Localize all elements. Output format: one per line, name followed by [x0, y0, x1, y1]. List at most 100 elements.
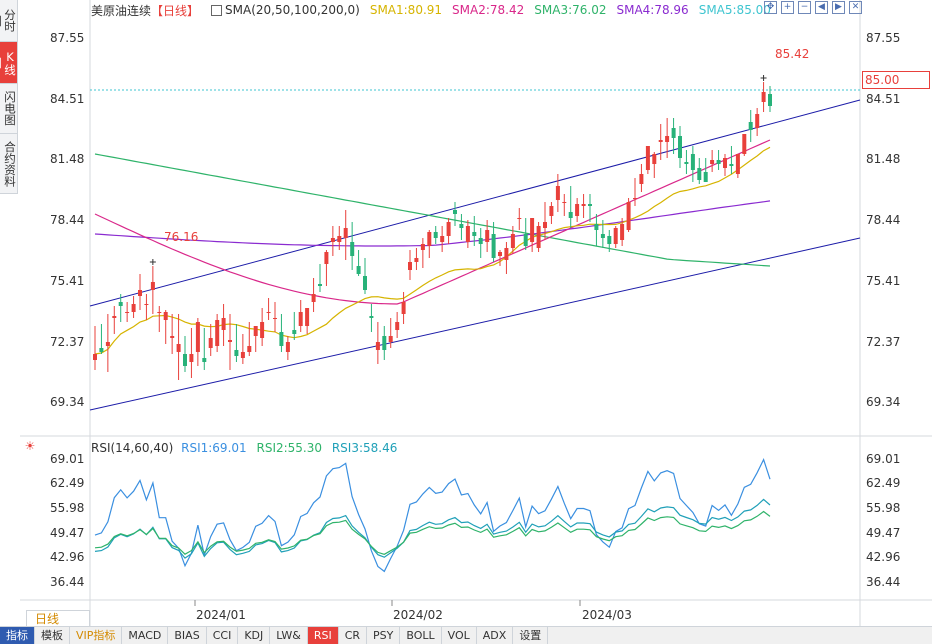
price-tick-label: 81.48 — [50, 152, 85, 167]
sma3-label: SMA3:76.02 — [534, 3, 607, 17]
instrument-name: 美原油连续 — [91, 3, 152, 18]
price-tick-label: 78.44 — [866, 213, 901, 228]
candle-body — [93, 354, 97, 360]
candle-body — [504, 248, 509, 260]
candle-body — [446, 222, 451, 236]
candle-body — [581, 204, 586, 206]
candle-body — [240, 352, 245, 358]
rsi-tick-label: 55.98 — [50, 500, 85, 515]
candle-body — [543, 222, 547, 228]
date-label: 2024/01 — [196, 608, 246, 622]
rsi-tick-label: 42.96 — [866, 550, 901, 565]
rsi1-line — [94, 458, 771, 573]
rsi2-line — [94, 510, 771, 555]
side-tab-kline[interactable]: K线图 — [0, 42, 18, 84]
candle-body — [427, 232, 432, 246]
sma-label[interactable]: SMA(20,50,100,200,0) — [225, 3, 360, 17]
indicator-tab-6[interactable]: KDJ — [238, 627, 271, 644]
indicator-tab-3[interactable]: MACD — [122, 627, 169, 644]
indicator-tab-7[interactable]: LW& — [270, 627, 308, 644]
candle-body — [440, 236, 445, 242]
sma2-label: SMA2:78.42 — [452, 3, 525, 17]
candle-body — [684, 162, 689, 164]
candle-body — [549, 206, 554, 216]
candle-body — [163, 312, 168, 320]
rsi2-label: RSI2:55.30 — [256, 441, 323, 455]
side-tab-timeshare[interactable]: 分时图 — [0, 0, 18, 42]
candle-body — [710, 160, 715, 164]
candle-body — [292, 330, 297, 334]
rsi-tick-label: 69.01 — [50, 451, 85, 466]
candle-body — [215, 320, 220, 346]
sma-settings-icon[interactable] — [211, 4, 223, 16]
chart-toolbar: ✥ + − ◀ ▶ ✕ — [764, 1, 862, 14]
rsi-legend: RSI(14,60,40) RSI1:69.01 RSI2:55.30 RSI3… — [91, 441, 397, 455]
indicator-tab-5[interactable]: CCI — [207, 627, 239, 644]
scroll-right-icon[interactable]: ▶ — [832, 1, 845, 14]
candle-body — [414, 258, 419, 262]
rsi-label[interactable]: RSI(14,60,40) — [91, 441, 174, 455]
candle-body — [401, 302, 406, 314]
candle-body — [536, 226, 541, 248]
candle-body — [671, 128, 676, 138]
rsi-tick-label: 49.47 — [866, 525, 901, 540]
candle-body — [150, 282, 155, 290]
indicator-tab-1[interactable]: 模板 — [35, 627, 70, 644]
rsi-tick-label: 36.44 — [866, 574, 901, 589]
crosshair-icon[interactable]: ✥ — [764, 1, 777, 14]
candle-body — [195, 322, 200, 352]
candle-body — [498, 252, 502, 256]
indicator-tab-2[interactable]: VIP指标 — [70, 627, 123, 644]
candle-body — [369, 316, 374, 318]
indicator-tab-0[interactable]: 指标 — [0, 627, 35, 644]
candle-body — [350, 242, 355, 256]
candle-body — [633, 198, 637, 199]
indicator-tab-10[interactable]: PSY — [367, 627, 401, 644]
candle-body — [138, 290, 142, 296]
scroll-left-icon[interactable]: ◀ — [815, 1, 828, 14]
candle-body — [748, 122, 753, 130]
candle-body — [716, 160, 721, 164]
price-tick-label: 75.41 — [50, 273, 85, 288]
candle-body — [620, 224, 625, 240]
candle-body — [330, 238, 335, 242]
side-tabs: 分时图 K线图 闪电图 合约资料 — [0, 0, 19, 220]
zoom-in-icon[interactable]: + — [781, 1, 794, 14]
candle-body — [337, 236, 342, 242]
side-tab-contract-info[interactable]: 合约资料 — [0, 134, 18, 194]
side-tab-flash[interactable]: 闪电图 — [0, 84, 18, 134]
close-icon[interactable]: ✕ — [849, 1, 862, 14]
rsi-tick-label: 69.01 — [866, 451, 901, 466]
rsi-tick-label: 36.44 — [50, 574, 85, 589]
candle-body — [395, 322, 400, 330]
candle-body — [607, 236, 612, 244]
candle-body — [343, 228, 348, 238]
candle-body — [382, 336, 387, 350]
candle-body — [279, 332, 284, 346]
candle-body — [742, 134, 747, 154]
sma4-line — [94, 200, 771, 247]
indicator-tab-4[interactable]: BIAS — [168, 627, 207, 644]
candle-body — [176, 344, 181, 352]
indicator-tab-14[interactable]: 设置 — [513, 627, 549, 644]
candle-body — [183, 354, 187, 366]
candle-body — [157, 312, 162, 313]
period-tab-daily[interactable]: 日线 — [26, 610, 90, 627]
chart-legend: 美原油连续 【日线】 SMA(20,50,100,200,0) SMA1:80.… — [91, 2, 781, 18]
candle-body — [626, 202, 631, 230]
candle-body — [105, 342, 110, 346]
indicator-tab-8[interactable]: RSI — [307, 627, 339, 644]
indicator-tab-12[interactable]: VOL — [442, 627, 477, 644]
candle-body — [575, 204, 580, 216]
indicator-tab-11[interactable]: BOLL — [400, 627, 442, 644]
zoom-out-icon[interactable]: − — [798, 1, 811, 14]
candle-body — [472, 232, 477, 236]
candle-body — [118, 302, 123, 306]
rsi-tick-label: 49.47 — [50, 525, 85, 540]
indicator-tab-9[interactable]: CR — [339, 627, 368, 644]
rsi-settings-icon[interactable]: ☀ — [24, 439, 36, 453]
candle-body — [703, 172, 708, 182]
indicator-tab-13[interactable]: ADX — [477, 627, 514, 644]
candle-body — [588, 204, 592, 206]
